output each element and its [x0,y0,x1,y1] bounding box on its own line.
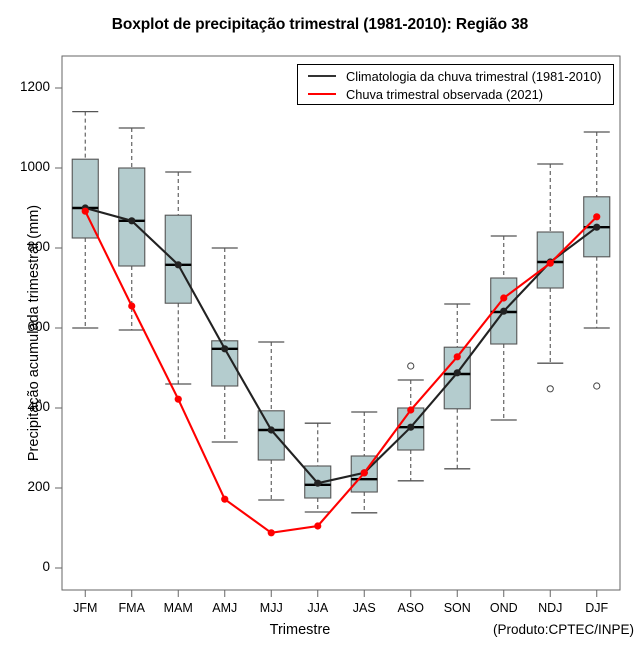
observed-point [221,495,229,503]
observed-point [407,406,415,414]
box-group [257,341,285,501]
box-group [71,110,99,329]
legend-swatch-climatology [308,75,336,77]
box-group [490,235,518,421]
legend-entry-climatology: Climatologia da chuva trimestral (1981-2… [298,66,601,86]
y-tick-label: 1000 [19,159,50,174]
y-axis-title: Precipitação acumulada trimestral (mm) [26,204,42,462]
climatology-line [84,206,598,485]
observed-point [267,529,275,537]
observed-point [546,259,554,267]
climatology-point [407,423,415,431]
box-iqr [118,167,146,267]
climatology-point [453,369,461,377]
box-group [583,131,611,390]
legend-entry-observed: Chuva trimestral observada (2021) [298,84,543,104]
box-group [443,303,471,470]
box-iqr [164,214,192,304]
climatology-point [500,307,508,315]
observed-line [84,210,598,534]
box-iqr [257,410,285,461]
x-tick-label-fma: FMA [118,601,145,615]
y-tick-label: 400 [27,399,50,414]
observed-point [593,213,601,221]
x-tick-label-ndj: NDJ [538,601,563,615]
box-group [211,247,239,443]
legend-swatch-observed [308,93,336,95]
climatology-point [128,217,136,225]
observed-point [314,522,322,530]
box-group [304,422,332,513]
climatology-point [314,479,322,487]
x-tick-label-djf: DJF [585,601,609,615]
observed-point [360,469,368,477]
box-group [164,171,192,385]
page-title: Boxplot de precipitação trimestral (1981… [111,16,529,33]
y-tick-label: 600 [27,319,50,334]
legend: Climatologia da chuva trimestral (1981-2… [297,64,614,105]
observed-point [174,395,182,403]
y-tick-label: 800 [27,239,50,254]
outlier-point [407,362,415,370]
outlier-point [546,385,554,393]
x-tick-label-aso: ASO [397,601,424,615]
observed-point [500,294,508,302]
x-tick-label-son: SON [443,601,471,615]
climatology-point [221,345,229,353]
box-iqr [71,158,99,239]
y-tick-label: 200 [27,479,50,494]
y-tick-label: 0 [42,559,50,574]
x-tick-label-jfm: JFM [73,601,98,615]
climatology-point [267,426,275,434]
legend-label-observed: Chuva trimestral observada (2021) [346,86,544,102]
x-axis-title: Trimestre [269,622,331,638]
box-group [536,163,564,393]
observed-point [128,302,136,310]
x-tick-label-ond: OND [489,601,518,615]
observed-point [81,207,89,215]
credit-note: (Produto:CPTEC/INPE) [492,622,634,637]
x-tick-label-jja: JJA [307,601,329,615]
legend-label-climatology: Climatologia da chuva trimestral (1981-2… [346,68,602,84]
outlier-point [593,382,601,390]
y-tick-label: 1200 [19,79,50,94]
climatology-point [593,223,601,231]
x-tick-label-amj: AMJ [212,601,238,615]
box-iqr [536,231,564,289]
climatology-point [174,261,182,269]
x-tick-label-jas: JAS [352,601,376,615]
x-tick-label-mjj: MJJ [259,601,283,615]
x-tick-label-mam: MAM [163,601,193,615]
plot-frame [61,55,621,591]
observed-point [453,353,461,361]
